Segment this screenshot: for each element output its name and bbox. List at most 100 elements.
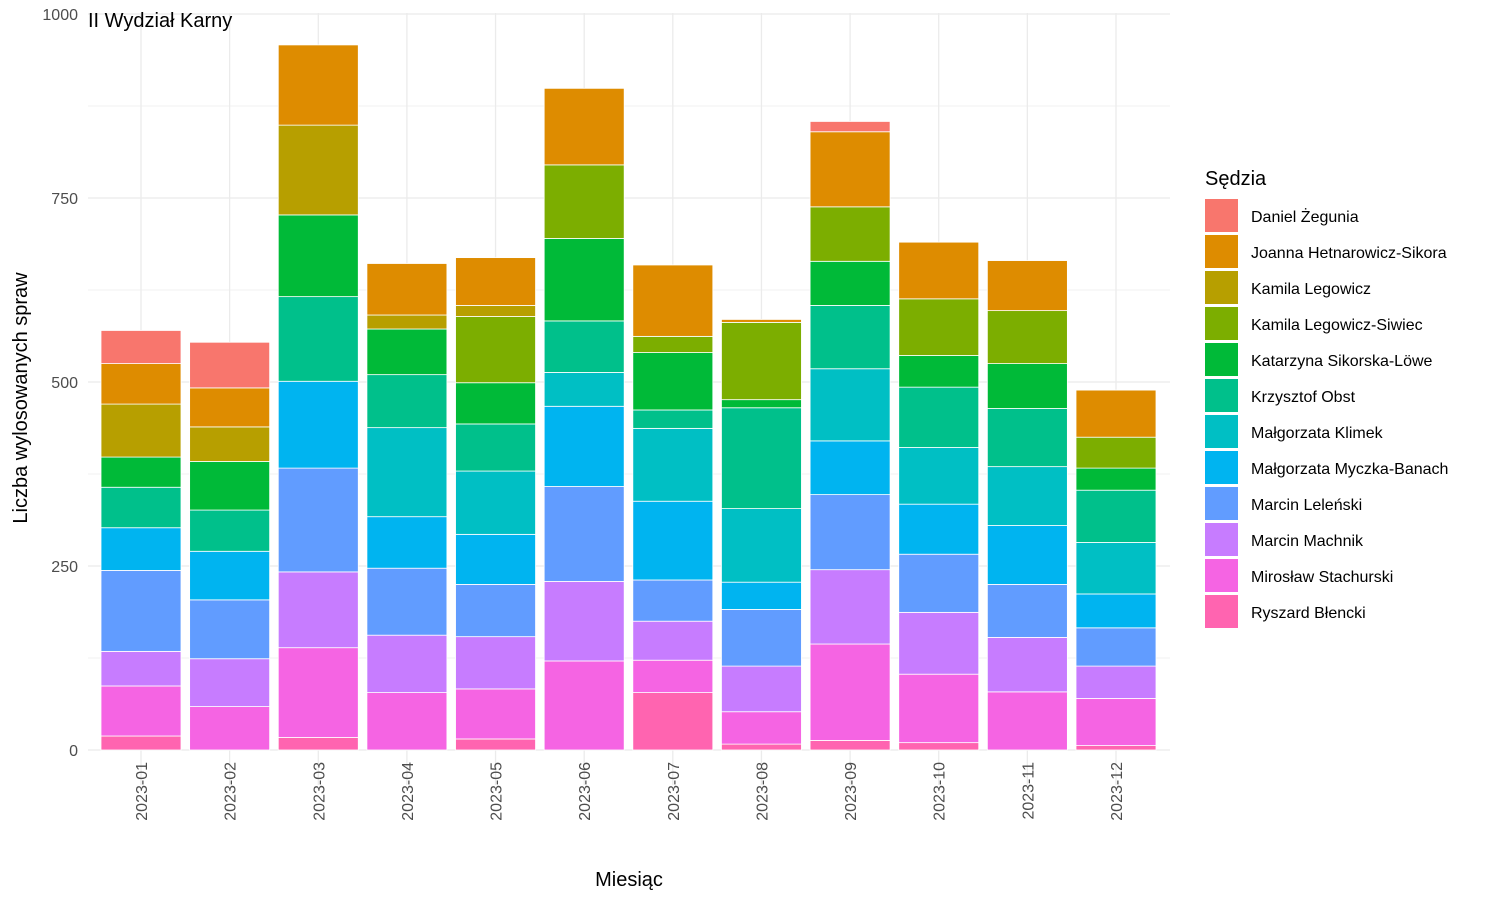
x-tick-labels: 2023-01 2023-02 2023-03 2023-04 2023-05 2023-…	[134, 762, 1126, 821]
bar-segment: 2023-10 · Małgorzata Myczka-Banach: 68	[898, 503, 980, 555]
bar-segment: 2023-08 · Małgorzata Myczka-Banach: 37	[721, 581, 802, 610]
bar-segment: 2023-06 · Marcin Leleński: 129	[543, 486, 625, 582]
bar-segment: 2023-09 · Ryszard Błencki: 13	[809, 740, 891, 751]
bar-segment: 2023-06 · Kamila Legowicz-Siwiec: 100	[543, 164, 625, 239]
x-tick-label: 2023-07	[666, 762, 683, 821]
legend-label: Marcin Leleński	[1251, 497, 1362, 514]
legend-key	[1205, 307, 1238, 340]
bar-segment: 2023-04 · Krzysztof Obst: 72	[366, 374, 448, 429]
bar-segment: 2023-08 · Kamila Legowicz-Siwiec: 105	[721, 321, 802, 401]
bar-segment: 2023-05 · Kamila Legowicz: 15	[455, 305, 536, 317]
bar-segment: 2023-07 · Marcin Leleński: 56	[632, 579, 714, 622]
bar-segment: 2023-12 · Kamila Legowicz-Siwiec: 42	[1075, 436, 1157, 469]
bar-segment: 2023-10 · Kamila Legowicz-Siwiec: 77	[898, 298, 980, 356]
x-tick-label: 2023-04	[400, 762, 417, 821]
bar-segment: 2023-06 · Marcin Machnik: 108	[543, 581, 625, 662]
bar-segment: 2023-09 · Marcin Leleński: 102	[809, 494, 891, 571]
bar-segment: 2023-02 · Marcin Machnik: 65	[189, 658, 271, 707]
bar-segment: 2023-05 · Marcin Leleński: 71	[455, 584, 536, 638]
bar-segment: 2023-11 · Katarzyna Sikorska-Löwe: 61	[986, 363, 1068, 409]
bar-segment: 2023-01 · Katarzyna Sikorska-Löwe: 41	[100, 456, 182, 488]
bar-segment: 2023-12 · Joanna Hetnarowicz-Sikora: 64	[1075, 389, 1157, 438]
y-tick-label: 500	[51, 375, 78, 392]
bar-segment: 2023-05 · Katarzyna Sikorska-Löwe: 56	[455, 382, 536, 425]
bar-segment: 2023-01 · Marcin Machnik: 47	[100, 650, 182, 687]
bar-segment: 2023-10 · Marcin Machnik: 84	[898, 611, 980, 675]
legend-key	[1205, 487, 1238, 520]
legend-key	[1205, 271, 1238, 304]
bar-segment: 2023-02 · Małgorzata Myczka-Banach: 66	[189, 550, 271, 601]
bar-segment: 2023-11 · Marcin Leleński: 72	[986, 584, 1068, 638]
bar-segment: 2023-07 · Małgorzata Klimek: 99	[632, 427, 714, 502]
bar-segment: 2023-05 · Krzysztof Obst: 64	[455, 423, 536, 472]
bar-segment: 2023-04 · Mirosław Stachurski: 78	[366, 692, 448, 751]
x-tick-label: 2023-02	[223, 762, 240, 821]
bar-segments: 2023-01 · Ryszard Błencki: 192023-01 · M…	[100, 44, 1157, 751]
bar-segment: 2023-12 · Mirosław Stachurski: 64	[1075, 698, 1157, 746]
bar-segment: 2023-01 · Daniel Żegunia: 45	[100, 330, 182, 365]
bar-segment: 2023-03 · Marcin Machnik: 103	[277, 571, 359, 649]
legend-title: Sędzia	[1205, 168, 1267, 190]
bar-segment: 2023-07 · Katarzyna Sikorska-Löwe: 78	[632, 352, 714, 411]
bar-segment: 2023-10 · Joanna Hetnarowicz-Sikora: 77	[898, 241, 980, 300]
legend-key	[1205, 415, 1238, 448]
legend-items: Daniel Żegunia Joanna Hetnarowicz-Sikora K…	[1205, 199, 1448, 628]
bar-segment: 2023-07 · Marcin Machnik: 53	[632, 620, 714, 661]
bar-segment: 2023-08 · Ryszard Błencki: 8	[721, 743, 802, 751]
bar-segment: 2023-11 · Mirosław Stachurski: 79	[986, 691, 1068, 751]
bar-segment: 2023-04 · Joanna Hetnarowicz-Sikora: 70	[366, 263, 448, 316]
bar-segment: 2023-06 · Małgorzata Myczka-Banach: 109	[543, 405, 625, 487]
bar-segment: 2023-10 · Krzysztof Obst: 82	[898, 386, 980, 448]
y-tick-label: 750	[51, 191, 78, 208]
bar-segment: 2023-09 · Joanna Hetnarowicz-Sikora: 102	[809, 131, 891, 208]
bar-segment: 2023-12 · Marcin Leleński: 52	[1075, 627, 1157, 667]
bar-segment: 2023-08 · Marcin Machnik: 62	[721, 665, 802, 713]
bar-segment: 2023-04 · Małgorzata Myczka-Banach: 70	[366, 516, 448, 569]
legend-key	[1205, 379, 1238, 412]
bar-segment: 2023-09 · Katarzyna Sikorska-Löwe: 60	[809, 260, 891, 306]
bar-segment: 2023-08 · Mirosław Stachurski: 44	[721, 711, 802, 745]
bar-segment: 2023-03 · Małgorzata Myczka-Banach: 118	[277, 380, 359, 469]
bar-segment: 2023-05 · Ryszard Błencki: 15	[455, 738, 536, 751]
bar-segment: 2023-03 · Mirosław Stachurski: 122	[277, 647, 359, 738]
bar-segment: 2023-09 · Mirosław Stachurski: 131	[809, 643, 891, 741]
bar-segment: 2023-04 · Marcin Leleński: 91	[366, 567, 448, 636]
bar-segment: 2023-11 · Małgorzata Myczka-Banach: 80	[986, 525, 1068, 585]
y-tick-label: 0	[69, 743, 78, 760]
bar-segment: 2023-09 · Kamila Legowicz-Siwiec: 74	[809, 206, 891, 262]
bar-segment: 2023-08 · Joanna Hetnarowicz-Sikora: 4	[721, 319, 802, 323]
bar-segment: 2023-01 · Marcin Leleński: 110	[100, 570, 182, 652]
bar-segment: 2023-03 · Krzysztof Obst: 115	[277, 296, 359, 382]
bar-segment: 2023-07 · Joanna Hetnarowicz-Sikora: 97	[632, 264, 714, 337]
bar-segment: 2023-08 · Krzysztof Obst: 137	[721, 407, 802, 509]
legend-key	[1205, 199, 1238, 232]
legend-label: Katarzyna Sikorska-Löwe	[1251, 353, 1433, 370]
bar-segment: 2023-02 · Mirosław Stachurski: 59	[189, 706, 271, 751]
legend-key	[1205, 343, 1238, 376]
bar-segment: 2023-01 · Kamila Legowicz: 72	[100, 403, 182, 458]
bar-segment: 2023-06 · Katarzyna Sikorska-Löwe: 112	[543, 238, 625, 322]
legend-label: Joanna Hetnarowicz-Sikora	[1251, 245, 1447, 262]
bar-segment: 2023-12 · Małgorzata Klimek: 70	[1075, 542, 1157, 595]
bar-segment: 2023-12 · Małgorzata Myczka-Banach: 46	[1075, 593, 1157, 629]
bar-segment: 2023-04 · Kamila Legowicz: 19	[366, 314, 448, 330]
bar-segment: 2023-11 · Marcin Machnik: 74	[986, 636, 1068, 693]
legend-key	[1205, 451, 1238, 484]
y-tick-label: 1000	[42, 7, 78, 24]
bar-segment: 2023-02 · Marcin Leleński: 80	[189, 599, 271, 660]
x-tick-label: 2023-06	[577, 762, 594, 821]
x-axis-title: Miesiąc	[595, 869, 663, 891]
x-tick-label: 2023-10	[932, 762, 949, 821]
chart-title: II Wydział Karny	[88, 10, 232, 32]
bar-segment: 2023-11 · Małgorzata Klimek: 80	[986, 466, 1068, 526]
legend-key	[1205, 523, 1238, 556]
bar-segment: 2023-11 · Joanna Hetnarowicz-Sikora: 68	[986, 260, 1068, 312]
bar-segment: 2023-09 · Małgorzata Klimek: 98	[809, 368, 891, 442]
x-tick-label: 2023-09	[843, 762, 860, 821]
bar-segment: 2023-07 · Mirosław Stachurski: 44	[632, 659, 714, 693]
legend-label: Kamila Legowicz	[1251, 281, 1371, 298]
bar-segment: 2023-03 · Joanna Hetnarowicz-Sikora: 109	[277, 44, 359, 126]
bar-segment: 2023-11 · Krzysztof Obst: 79	[986, 408, 1068, 468]
legend-key	[1205, 559, 1238, 592]
bar-segment: 2023-03 · Marcin Leleński: 141	[277, 467, 359, 573]
